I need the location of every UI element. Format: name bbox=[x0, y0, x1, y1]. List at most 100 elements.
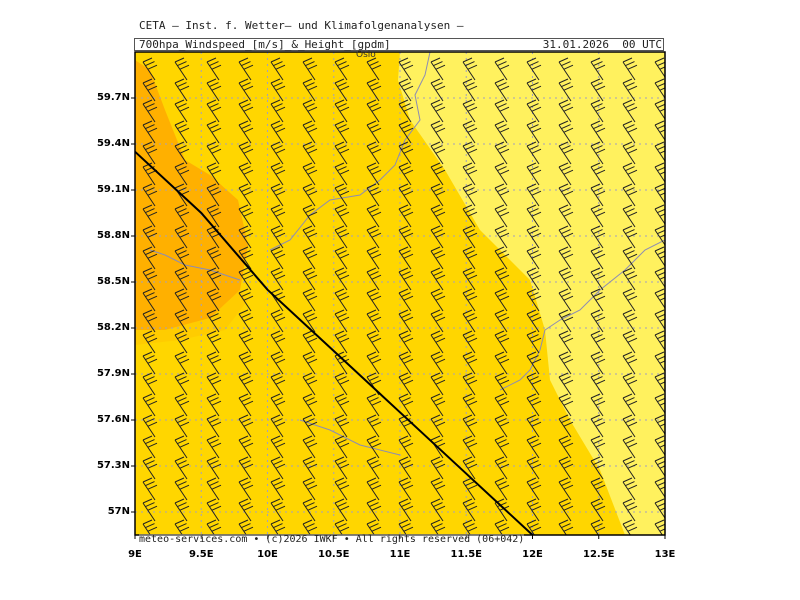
wind-barb bbox=[366, 330, 382, 354]
wind-barb bbox=[206, 225, 222, 249]
wind-barb bbox=[654, 372, 665, 393]
wind-barb bbox=[270, 78, 286, 102]
wind-barb bbox=[334, 456, 350, 480]
wind-barb bbox=[334, 330, 350, 354]
wind-barb bbox=[398, 309, 414, 333]
wind-barb bbox=[654, 393, 665, 414]
wind-barb bbox=[558, 99, 574, 123]
wind-barb bbox=[494, 162, 510, 186]
wind-barb bbox=[206, 330, 222, 354]
wind-barb bbox=[270, 225, 286, 249]
wind-barb bbox=[558, 477, 574, 501]
x-tick-label: 9E bbox=[128, 549, 142, 560]
wind-barb bbox=[366, 162, 382, 186]
wind-barb bbox=[398, 477, 414, 501]
wind-barb bbox=[494, 204, 510, 228]
wind-barb bbox=[238, 78, 254, 102]
wind-barb bbox=[142, 393, 158, 417]
wind-barb bbox=[622, 204, 638, 228]
wind-barb bbox=[654, 477, 665, 498]
wind-barb bbox=[622, 120, 638, 144]
wind-barb bbox=[174, 267, 190, 291]
wind-barb bbox=[238, 99, 254, 123]
wind-barb bbox=[270, 288, 286, 312]
wind-barb bbox=[622, 393, 638, 417]
wind-barb bbox=[590, 225, 606, 249]
wind-barb bbox=[302, 477, 318, 501]
wind-barb bbox=[270, 309, 286, 333]
wind-barb bbox=[430, 246, 446, 270]
wind-barb bbox=[430, 519, 446, 535]
wind-barb bbox=[270, 519, 286, 535]
wind-barb bbox=[654, 99, 665, 120]
wind-barb bbox=[654, 120, 665, 141]
valid-datetime: 31.01.2026 00 UTC bbox=[542, 38, 662, 51]
wind-barb bbox=[334, 435, 350, 459]
wind-barb bbox=[302, 99, 318, 123]
wind-barb bbox=[142, 78, 158, 102]
wind-barb bbox=[302, 267, 318, 291]
wind-barb bbox=[238, 288, 254, 312]
wind-barb bbox=[366, 288, 382, 312]
wind-barb bbox=[174, 477, 190, 501]
x-tick-label: 10.5E bbox=[317, 549, 350, 560]
wind-barb bbox=[622, 456, 638, 480]
wind-barb bbox=[558, 519, 574, 535]
wind-barb bbox=[622, 141, 638, 165]
height-contour bbox=[135, 150, 534, 535]
wind-barb bbox=[430, 78, 446, 102]
wind-barb bbox=[622, 309, 638, 333]
wind-barb bbox=[622, 477, 638, 501]
wind-barb bbox=[398, 498, 414, 522]
wind-barb bbox=[654, 204, 665, 225]
wind-barb bbox=[430, 372, 446, 396]
wind-barb bbox=[398, 393, 414, 417]
wind-barb bbox=[526, 141, 542, 165]
y-tick-label: 57.3N bbox=[96, 460, 130, 471]
wind-barb bbox=[462, 57, 478, 81]
wind-barb bbox=[622, 183, 638, 207]
wind-barb bbox=[462, 393, 478, 417]
wind-barb bbox=[142, 435, 158, 459]
orange-fringe bbox=[135, 290, 248, 345]
wind-barb bbox=[366, 120, 382, 144]
wind-barb bbox=[430, 99, 446, 123]
wind-barb bbox=[526, 456, 542, 480]
wind-barb bbox=[494, 393, 510, 417]
wind-barb bbox=[238, 57, 254, 81]
wind-barb bbox=[526, 393, 542, 417]
wind-barb bbox=[430, 309, 446, 333]
wind-barb bbox=[526, 498, 542, 522]
wind-barb bbox=[142, 141, 158, 165]
wind-barb bbox=[334, 372, 350, 396]
wind-barb bbox=[270, 351, 286, 375]
wind-barb bbox=[462, 246, 478, 270]
wind-barb bbox=[494, 435, 510, 459]
wind-barb bbox=[590, 435, 606, 459]
wind-barb bbox=[174, 351, 190, 375]
wind-barb bbox=[334, 162, 350, 186]
wind-barb bbox=[142, 162, 158, 186]
wind-barb bbox=[398, 246, 414, 270]
wind-barb bbox=[558, 204, 574, 228]
wind-barb bbox=[270, 477, 286, 501]
wind-barb bbox=[558, 288, 574, 312]
wind-barb bbox=[590, 78, 606, 102]
wind-barb bbox=[142, 351, 158, 375]
wind-barb bbox=[526, 57, 542, 81]
wind-barb bbox=[590, 393, 606, 417]
wind-barb bbox=[334, 204, 350, 228]
wind-barb bbox=[174, 456, 190, 480]
subtitle-frame bbox=[134, 38, 664, 51]
wind-barb bbox=[558, 57, 574, 81]
wind-barb bbox=[206, 456, 222, 480]
wind-barb bbox=[558, 372, 574, 396]
wind-barb bbox=[654, 309, 665, 330]
copyright-footer: meteo-services.com • (c)2026 IWKF • All … bbox=[139, 534, 525, 545]
wind-barb bbox=[430, 141, 446, 165]
wind-barb bbox=[462, 372, 478, 396]
wind-barb bbox=[462, 288, 478, 312]
wind-barb bbox=[526, 309, 542, 333]
wind-barb bbox=[558, 162, 574, 186]
wind-barb bbox=[238, 477, 254, 501]
